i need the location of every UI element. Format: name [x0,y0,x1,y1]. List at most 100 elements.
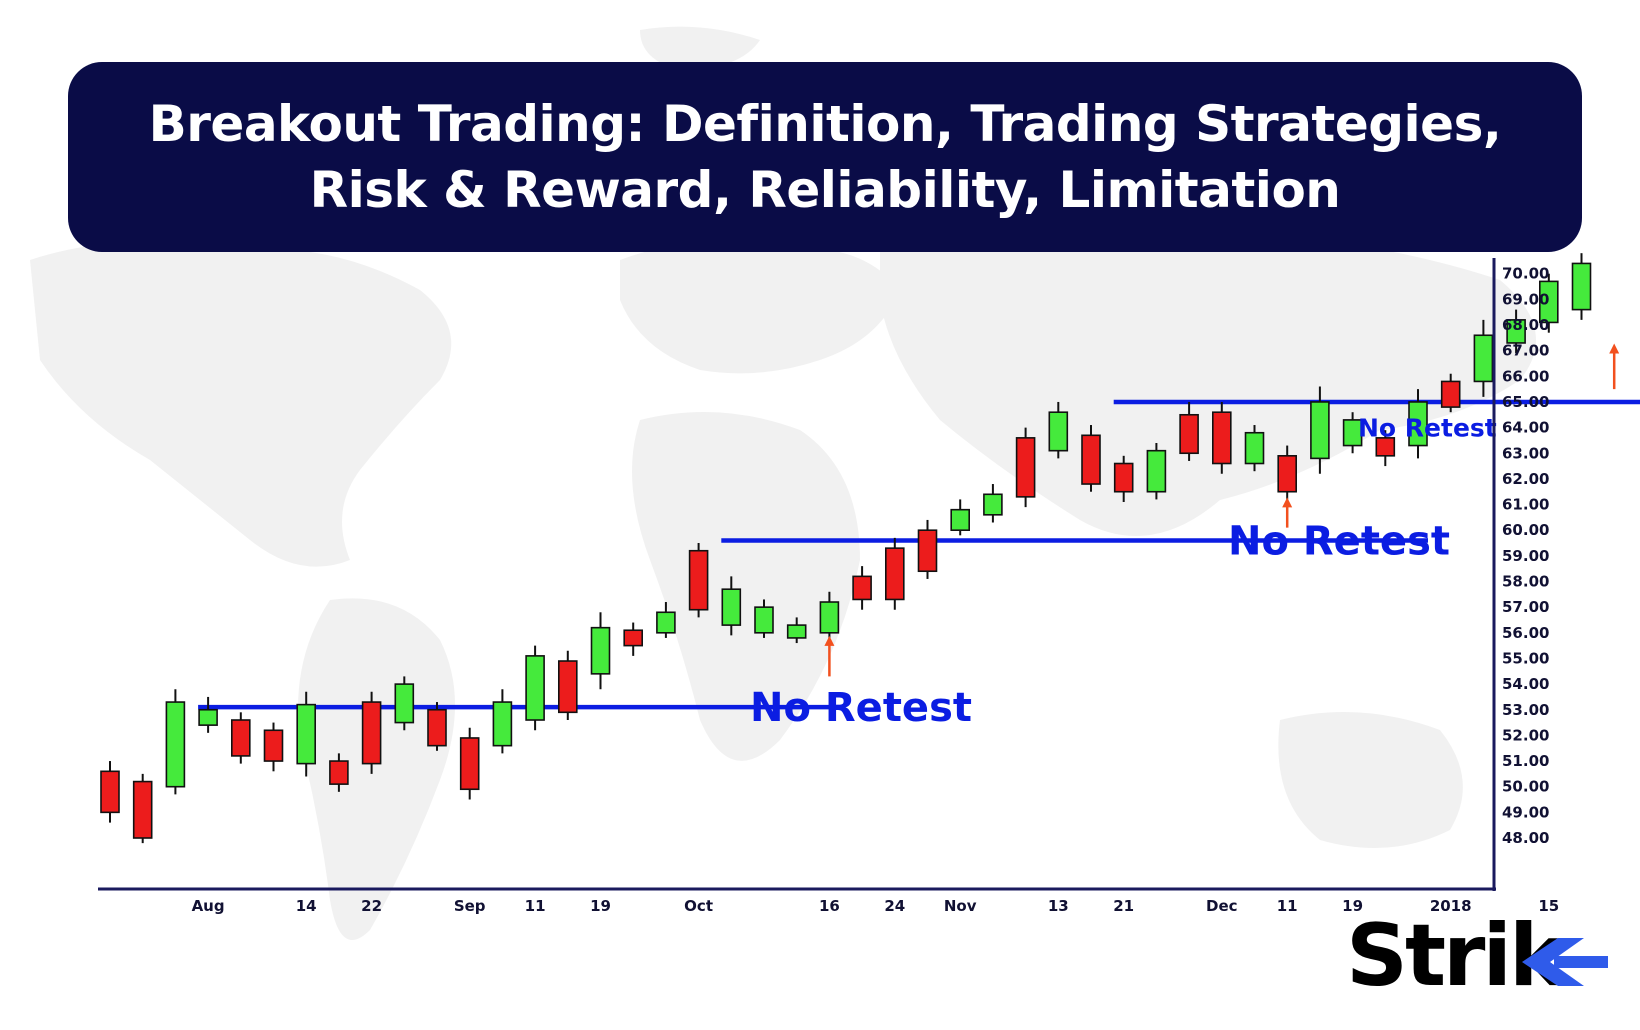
axes: 48.00 49.00 50.00 51.00 52.00 53.00 54.00 55.00… [98,258,1559,915]
candle-up [525,645,545,731]
candle-up [1539,273,1559,333]
candle-body [1244,431,1265,465]
candle-up [1408,389,1428,459]
candle-body [1375,437,1396,457]
candle-body [1408,401,1428,447]
candle-body [165,701,186,788]
candle-up [1342,412,1363,454]
brand-name: Strik [1346,906,1566,1006]
up-arrow-icon [1609,343,1620,354]
candle-up [165,689,186,795]
y-tick-label: 57.00 [1502,598,1549,616]
x-tick-label: 19 [590,897,611,915]
y-tick-label: 63.00 [1502,444,1549,462]
candle-down [1113,455,1134,502]
candle-body [329,760,349,785]
candle-down [1440,373,1461,413]
candle-body [1506,319,1526,344]
candle-body [100,770,120,814]
annotations: No Retest No Retest No Retest [750,414,1497,732]
y-tick-label: 50.00 [1502,778,1549,796]
candle-down [329,753,349,792]
candle-up [983,484,1003,523]
candle-up [1473,319,1494,397]
candle-body [852,575,872,601]
candle-body [296,703,317,765]
candle-body [754,606,774,634]
candle-body [394,683,415,724]
candle-down [1375,430,1396,467]
candle-body [263,729,284,762]
candle-body [721,588,742,626]
candle-up [394,676,415,731]
candle-body [1277,455,1297,493]
y-tick-label: 61.00 [1502,496,1549,514]
candle-body [1473,334,1494,383]
candle-down [1277,445,1297,500]
candle-down [623,622,644,656]
candle-body [427,708,447,747]
candle-down [852,566,872,610]
candle-body [1015,437,1036,498]
y-tick-label: 53.00 [1502,701,1549,719]
candle-body [917,529,938,573]
candle-down [427,702,447,751]
candle-body [198,708,218,726]
candle-up [1571,253,1592,320]
candle-down [1212,401,1232,474]
x-tick-label: Oct [684,897,713,915]
no-retest-label: No Retest [750,685,972,731]
y-tick-label: 62.00 [1502,470,1549,488]
candle-body [983,493,1003,516]
candle-body [525,655,545,721]
candle-body [1146,449,1167,493]
y-tick-label: 66.00 [1502,367,1549,385]
candle-body [1342,419,1363,447]
no-retest-label: No Retest [1358,414,1497,443]
candle-up [296,691,317,777]
arrows [824,343,1620,677]
candle-down [361,691,382,774]
candle-up [198,696,218,733]
candle-up [1048,401,1069,459]
y-tick-label: 51.00 [1502,752,1549,770]
up-arrow-icon [824,635,835,646]
candle-body [1081,434,1101,485]
y-tick-label: 49.00 [1502,803,1549,821]
candle-up [1146,442,1167,500]
y-tick-label: 68.00 [1502,316,1549,334]
y-tick-label: 52.00 [1502,726,1549,744]
x-tick-label: 11 [525,897,546,915]
candle-body [590,626,611,675]
y-tick-label: 55.00 [1502,649,1549,667]
y-tick-label: 58.00 [1502,573,1549,591]
no-retest-label: No Retest [1228,518,1450,564]
candle-down [884,537,905,610]
candle-body [1310,401,1330,460]
candle-up [819,591,840,641]
candle-up [1506,309,1526,354]
candle-body [132,780,153,839]
candle-down [1081,425,1101,492]
candle-up [721,576,742,636]
x-tick-label: Dec [1206,897,1238,915]
candle-body [361,701,382,765]
y-tick-label: 70.00 [1502,265,1549,283]
y-tick-label: 59.00 [1502,547,1549,565]
candles [100,253,1592,844]
candle-up [1244,425,1265,472]
candle-body [1048,411,1069,452]
candle-body [884,547,905,601]
x-tick-label: 14 [296,897,317,915]
candle-body [231,719,251,757]
y-tick-label: 65.00 [1502,393,1549,411]
x-tick-label: 13 [1048,897,1069,915]
x-tick-label: Aug [192,897,225,915]
candle-body [1539,280,1559,324]
candle-body [557,660,578,714]
x-tick-label: Nov [944,897,977,915]
up-arrow-icon [1282,497,1293,508]
candle-up [786,617,807,644]
candle-down [459,727,480,800]
candle-body [1440,380,1461,408]
